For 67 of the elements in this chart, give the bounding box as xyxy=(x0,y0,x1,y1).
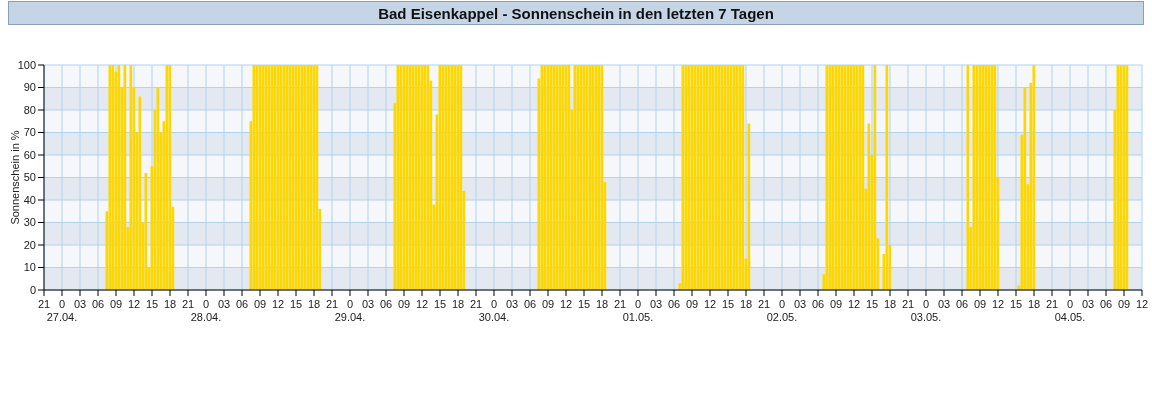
x-tick-label: 21 xyxy=(469,298,483,310)
x-tick-label: 09 xyxy=(829,298,843,310)
x-tick-label: 09 xyxy=(109,298,123,310)
x-tick-label: 12 xyxy=(415,298,429,310)
x-tick-label: 15 xyxy=(577,298,591,310)
y-axis-title: Sonnenschein in % xyxy=(9,130,21,225)
x-tick-label: 15 xyxy=(865,298,879,310)
x-tick-label: 18 xyxy=(307,298,321,310)
y-tick-label: 10 xyxy=(23,261,36,274)
x-tick-label: 21 xyxy=(37,298,51,310)
x-tick-label: 03 xyxy=(217,298,231,310)
x-tick-label: 21 xyxy=(901,298,915,310)
x-tick-label: 06 xyxy=(667,298,681,310)
x-tick-label: 12 xyxy=(127,298,141,310)
y-tick-label: 40 xyxy=(23,193,36,206)
x-tick-label: 15 xyxy=(433,298,447,310)
x-tick-label: 18 xyxy=(163,298,177,310)
y-tick-label: 50 xyxy=(23,171,36,184)
x-tick-label: 18 xyxy=(595,298,609,310)
x-tick-label: 21 xyxy=(325,298,339,310)
x-tick-label: 18 xyxy=(451,298,465,310)
x-tick-label: 06 xyxy=(811,298,825,310)
chart-title: Bad Eisenkappel - Sonnenschein in den letzten 7 Tagen xyxy=(8,1,1144,25)
x-tick-label: 09 xyxy=(397,298,411,310)
x-tick-label: 03 xyxy=(505,298,519,310)
x-tick-label: 18 xyxy=(1027,298,1041,310)
x-tick-label: 03 xyxy=(793,298,807,310)
x-tick-label: 03 xyxy=(649,298,663,310)
x-tick-label: 21 xyxy=(613,298,627,310)
x-tick-label: 12 xyxy=(703,298,717,310)
x-tick-label: 06 xyxy=(379,298,393,310)
x-tick-label: 09 xyxy=(1117,298,1131,310)
y-tick-label: 60 xyxy=(23,148,36,161)
y-tick-label: 70 xyxy=(23,126,36,139)
x-tick-label: 09 xyxy=(253,298,267,310)
x-tick-label: 21 xyxy=(757,298,771,310)
x-tick-label: 18 xyxy=(739,298,753,310)
y-tick-label: 80 xyxy=(23,103,36,116)
x-tick-label: 03 xyxy=(73,298,87,310)
x-tick-label: 06 xyxy=(955,298,969,310)
x-tick-label: 06 xyxy=(1099,298,1113,310)
y-tick-label: 0 xyxy=(29,283,36,296)
x-tick-label: 12 xyxy=(271,298,285,310)
x-tick-label: 18 xyxy=(883,298,897,310)
x-tick-label: 12 xyxy=(847,298,861,310)
x-tick-label: 15 xyxy=(1009,298,1023,310)
x-tick-label: 06 xyxy=(235,298,249,310)
x-tick-label: 09 xyxy=(973,298,987,310)
y-tick-label: 100 xyxy=(17,58,36,71)
x-tick-label: 21 xyxy=(181,298,195,310)
x-tick-label: 09 xyxy=(541,298,555,310)
x-tick-label: 15 xyxy=(721,298,735,310)
x-tick-label: 15 xyxy=(289,298,303,310)
y-tick-label: 20 xyxy=(23,238,36,251)
x-tick-label: 06 xyxy=(91,298,105,310)
x-tick-label: 12 xyxy=(559,298,573,310)
x-tick-label: 03 xyxy=(937,298,951,310)
x-tick-label: 12 xyxy=(991,298,1005,310)
x-tick-label: 09 xyxy=(685,298,699,310)
x-tick-label: 03 xyxy=(361,298,375,310)
x-tick-label: 12 xyxy=(1135,298,1149,310)
y-tick-label: 30 xyxy=(23,216,36,229)
x-tick-label: 03 xyxy=(1081,298,1095,310)
x-tick-label: 15 xyxy=(145,298,159,310)
x-tick-label: 06 xyxy=(523,298,537,310)
x-tick-label: 21 xyxy=(1045,298,1059,310)
y-tick-label: 90 xyxy=(23,81,36,94)
